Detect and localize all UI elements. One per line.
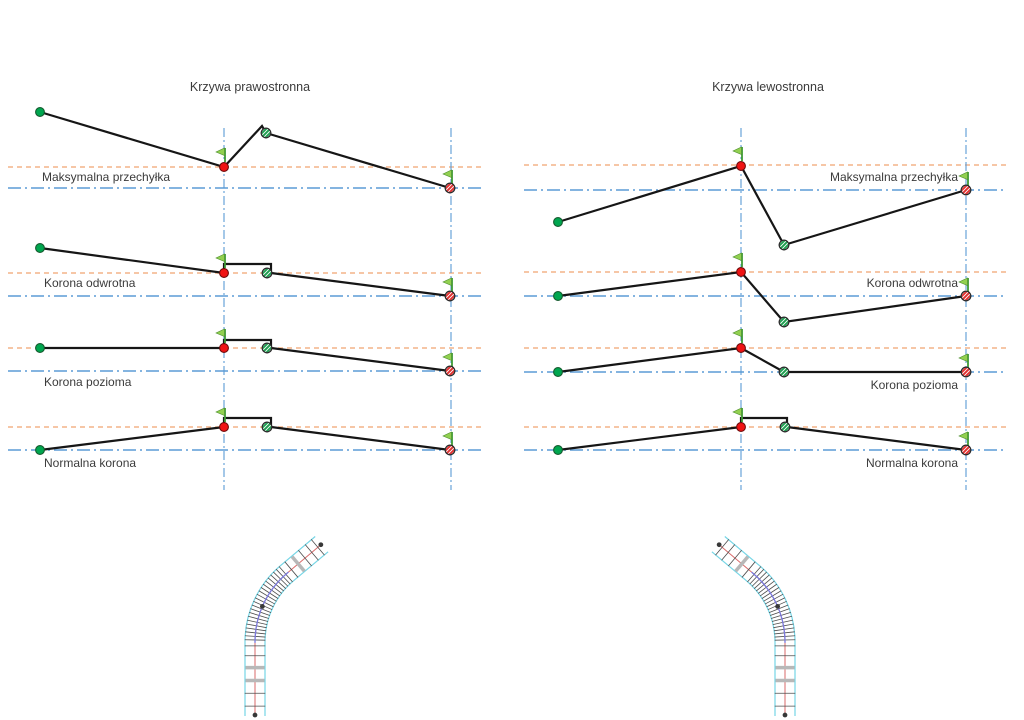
station-marker — [782, 712, 788, 718]
station-flag-icon — [215, 407, 226, 422]
cross-section-tick — [741, 561, 756, 578]
column-title-right-curve: Krzywa prawostronna — [189, 80, 311, 94]
superelevation-profile-line — [556, 164, 968, 247]
station-flag-icon — [442, 431, 453, 446]
station-flag-icon — [732, 146, 743, 161]
road-edge-line — [264, 551, 329, 716]
row-label-reverse-crown-right: Korona odwrotna — [44, 276, 136, 290]
station-flag-icon — [442, 169, 453, 184]
cross-section-tick — [298, 549, 312, 567]
superelevation-profile-line — [556, 270, 968, 324]
cross-section-tick — [734, 555, 750, 573]
start-of-transition-marker — [35, 445, 45, 455]
station-flag-icon — [958, 353, 969, 368]
station-flag-icon — [958, 277, 969, 292]
station-marker — [775, 604, 781, 609]
station-marker — [252, 712, 258, 718]
station-flag-icon — [215, 328, 226, 343]
critical-station-marker — [736, 343, 746, 353]
row-label-normal-crown-left: Normalna korona — [865, 456, 958, 470]
plan-view-left-curve — [711, 536, 796, 718]
critical-station-marker — [219, 162, 229, 172]
station-flag-icon — [442, 352, 453, 367]
road-edge-line — [724, 536, 796, 716]
start-of-transition-marker — [553, 445, 563, 455]
start-of-transition-marker — [35, 343, 45, 353]
superelevation-profile-line — [38, 416, 452, 452]
road-edge-line — [711, 551, 776, 716]
station-flag-icon — [732, 328, 743, 343]
critical-station-marker — [736, 161, 746, 171]
superelevation-profile-line — [38, 110, 452, 190]
superelevation-profile-line — [556, 416, 968, 452]
cross-section-tick — [290, 555, 306, 573]
road-edge-line — [244, 536, 316, 716]
cross-section-tick — [304, 544, 319, 561]
critical-station-marker — [219, 343, 229, 353]
cross-section-tick — [284, 561, 299, 578]
column-title-left-curve: Krzywa lewostronna — [712, 80, 824, 94]
transition-end-marker — [778, 239, 790, 251]
station-flag-icon — [442, 277, 453, 292]
row-label-level-crown-right: Korona pozioma — [44, 375, 132, 389]
row-label-max-superelevation-right: Maksymalna przechyłka — [42, 170, 171, 184]
station-flag-icon — [958, 171, 969, 186]
superelevation-profile-line — [38, 338, 452, 373]
start-of-transition-marker — [553, 217, 563, 227]
curve-region-overlay — [254, 543, 323, 716]
critical-station-marker — [736, 422, 746, 432]
critical-station-marker — [736, 267, 746, 277]
start-of-transition-marker — [35, 107, 45, 117]
row-label-normal-crown-right: Normalna korona — [44, 456, 137, 470]
station-flag-icon — [215, 253, 226, 268]
station-flag-icon — [732, 252, 743, 267]
cross-section-tick — [728, 549, 742, 567]
station-marker — [318, 542, 324, 548]
critical-station-marker — [219, 268, 229, 278]
cross-section-tick — [721, 544, 736, 561]
cross-section-tick — [715, 539, 730, 556]
cross-section-tick — [310, 539, 325, 556]
critical-station-marker — [219, 422, 229, 432]
station-marker — [259, 604, 265, 609]
curve-region-overlay — [717, 543, 786, 716]
start-of-transition-marker — [553, 367, 563, 377]
station-flag-icon — [958, 431, 969, 446]
row-label-max-superelevation-left: Maksymalna przechyłka — [829, 170, 958, 184]
start-of-transition-marker — [553, 291, 563, 301]
row-label-level-crown-left: Korona pozioma — [870, 378, 958, 392]
station-flag-icon — [732, 407, 743, 422]
start-of-transition-marker — [35, 243, 45, 253]
station-flag-icon — [215, 147, 226, 162]
superelevation-profile-line — [38, 246, 452, 298]
superelevation-profile-line — [556, 346, 968, 374]
station-marker — [716, 542, 722, 548]
row-label-reverse-crown-left: Korona odwrotna — [866, 276, 958, 290]
plan-view-right-curve — [244, 536, 329, 718]
